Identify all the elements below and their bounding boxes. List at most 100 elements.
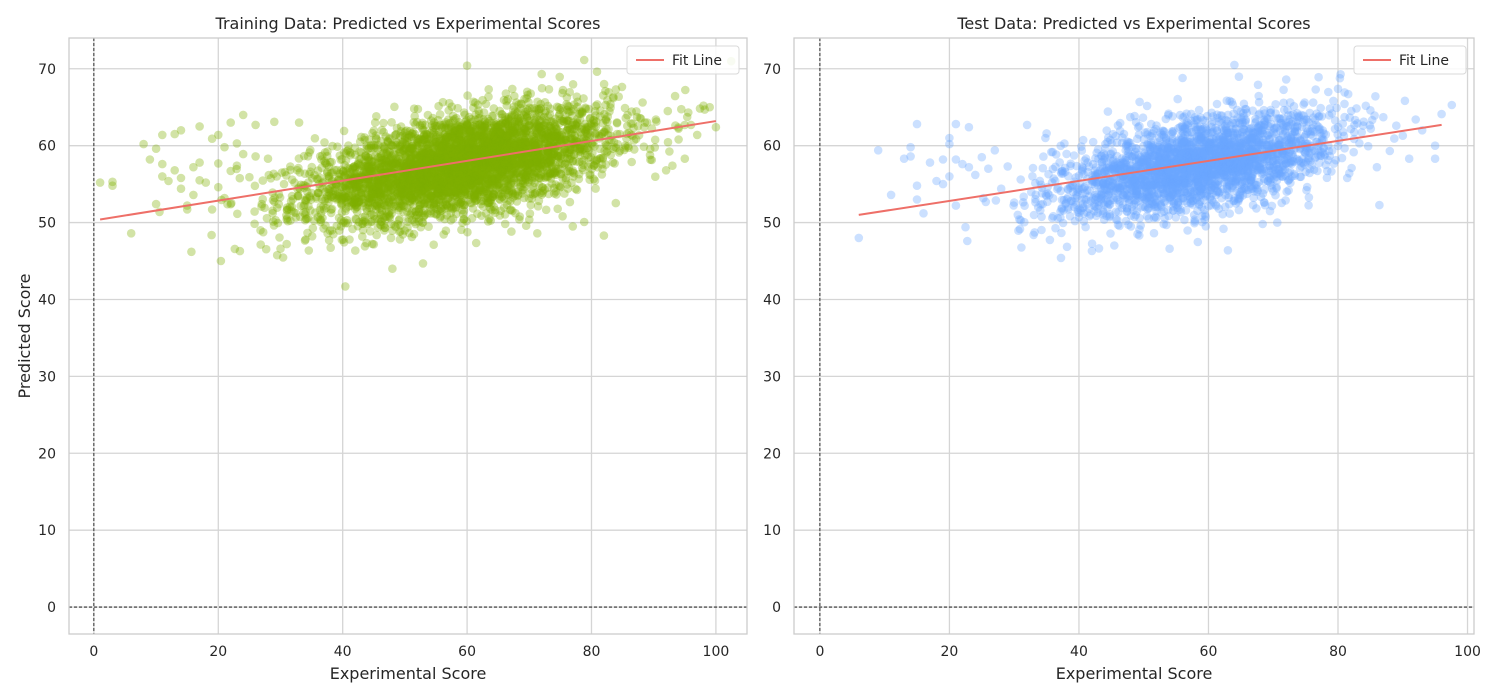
train-data-point: [491, 122, 500, 132]
train-data-point: [508, 188, 518, 198]
train-data-point: [312, 194, 321, 203]
train-data-point: [411, 174, 421, 183]
train-data-point: [450, 131, 460, 140]
train-data-point: [371, 189, 380, 199]
train-y-tick-label: 50: [38, 216, 56, 232]
train-data-point: [507, 119, 517, 128]
train-data-point: [555, 135, 565, 145]
train-outlier-point: [294, 118, 304, 127]
train-data-point: [429, 136, 438, 145]
train-data-point: [558, 85, 568, 95]
train-data-point: [581, 127, 590, 137]
train-data-point: [339, 235, 348, 244]
train-data-point: [397, 201, 406, 211]
train-data-point: [434, 149, 443, 159]
train-data-point: [383, 201, 392, 210]
train-data-point: [425, 139, 435, 148]
train-data-point: [363, 144, 373, 154]
train-data-point: [586, 170, 595, 179]
train-data-point: [419, 167, 428, 176]
train-data-point: [287, 206, 296, 215]
train-data-point: [492, 178, 502, 187]
train-data-point: [601, 114, 611, 124]
train-data-point: [461, 117, 471, 126]
train-data-point: [376, 192, 385, 201]
train-data-point: [602, 148, 611, 157]
train-data-point: [423, 140, 432, 149]
train-data-point: [440, 172, 450, 182]
train-data-point: [299, 201, 309, 211]
train-data-point: [362, 204, 371, 213]
train-data-point: [551, 114, 560, 124]
train-data-point: [439, 138, 449, 147]
train-data-point: [545, 124, 555, 133]
train-data-point: [355, 155, 364, 164]
train-data-point: [467, 169, 476, 179]
train-data-point: [412, 141, 421, 150]
train-y-tick-label: 0: [47, 600, 56, 616]
train-data-point: [452, 130, 461, 139]
train-data-point: [522, 126, 531, 135]
train-data-point: [431, 173, 441, 183]
train-data-point: [532, 105, 542, 114]
train-data-point: [460, 187, 470, 196]
train-data-point: [339, 166, 348, 176]
train-data-point: [443, 165, 453, 174]
train-data-point: [187, 247, 196, 257]
train-data-point: [426, 194, 436, 203]
train-data-point: [373, 179, 383, 188]
train-data-point: [418, 259, 428, 268]
train-data-point: [509, 127, 519, 136]
train-data-point: [477, 147, 486, 157]
train-data-point: [342, 193, 351, 202]
train-data-point: [305, 191, 314, 201]
train-data-point: [541, 118, 550, 128]
train-data-point: [480, 144, 490, 154]
train-data-point: [427, 168, 437, 177]
train-data-point: [357, 219, 367, 229]
train-data-point: [544, 153, 554, 163]
train-data-point: [591, 122, 601, 131]
train-data-point: [371, 141, 380, 150]
train-data-point: [505, 159, 514, 168]
train-data-point: [512, 161, 522, 170]
train-data-point: [535, 153, 545, 162]
train-data-point: [493, 180, 502, 190]
train-data-point: [430, 121, 440, 130]
train-data-point: [510, 129, 519, 139]
train-data-point: [459, 123, 469, 133]
train-data-point: [409, 118, 419, 127]
train-data-point: [392, 157, 402, 167]
train-data-point: [366, 210, 375, 220]
train-data-point: [423, 147, 433, 157]
train-data-point: [617, 82, 627, 92]
train-data-point: [471, 150, 480, 159]
train-data-point: [341, 193, 350, 202]
train-data-point: [409, 229, 419, 239]
train-data-point: [368, 128, 377, 138]
train-data-point: [501, 119, 510, 128]
train-data-point: [320, 156, 329, 166]
train-data-point: [459, 163, 469, 173]
train-data-point: [522, 127, 532, 136]
train-data-point: [565, 87, 574, 97]
train-data-point: [406, 177, 415, 187]
train-x-tick-label: 0: [89, 644, 98, 660]
train-data-point: [541, 173, 550, 183]
train-data-point: [282, 213, 292, 223]
train-data-point: [521, 141, 530, 150]
train-data-point: [548, 169, 557, 179]
train-data-point: [472, 162, 482, 171]
train-data-point: [452, 169, 462, 178]
train-data-point: [550, 168, 559, 178]
train-data-point: [507, 186, 516, 196]
train-data-point: [454, 117, 464, 127]
train-data-point: [507, 169, 517, 178]
train-data-point: [504, 115, 513, 124]
train-data-point: [551, 187, 561, 196]
train-data-point: [377, 176, 387, 186]
train-data-point: [420, 184, 430, 193]
train-data-point: [387, 140, 396, 150]
train-data-point: [340, 160, 349, 170]
train-data-point: [550, 149, 559, 158]
